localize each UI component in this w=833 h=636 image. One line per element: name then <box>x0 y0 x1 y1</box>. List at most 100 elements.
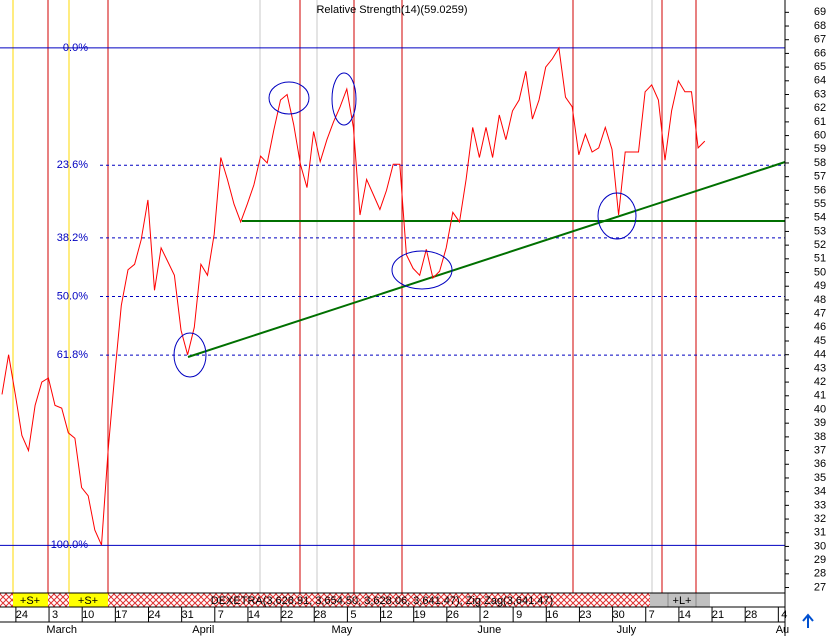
x-tick-label: 28 <box>314 609 326 621</box>
y-tick-label: 42 <box>814 376 826 388</box>
month-label: Au <box>776 624 789 636</box>
bar-label: DEXETRA(3,628.91, 3,654.50, 3,628.06, 3,… <box>211 595 553 607</box>
month-label: May <box>332 624 353 636</box>
month-label: March <box>46 624 77 636</box>
x-tick-label: 12 <box>380 609 392 621</box>
y-tick-label: 31 <box>814 527 826 539</box>
y-tick-label: 29 <box>814 554 826 566</box>
x-tick-label: 10 <box>82 609 94 621</box>
y-tick-label: 49 <box>814 280 826 292</box>
y-tick-label: 41 <box>814 390 826 402</box>
x-tick-label: 22 <box>281 609 293 621</box>
fib-label: 50.0% <box>57 290 88 302</box>
y-tick-label: 54 <box>814 212 826 224</box>
x-tick-label: 4 <box>781 609 787 621</box>
x-tick-label: 24 <box>148 609 160 621</box>
ellipse <box>173 332 207 378</box>
x-tick-label: 7 <box>218 609 224 621</box>
y-tick-label: 51 <box>814 253 826 265</box>
highlights <box>173 72 637 378</box>
y-tick-label: 62 <box>814 102 826 114</box>
y-tick-label: 68 <box>814 20 826 32</box>
y-tick-label: 34 <box>814 486 826 498</box>
y-tick-label: 43 <box>814 362 826 374</box>
y-tick-label: 40 <box>814 403 826 415</box>
plot <box>1 46 706 546</box>
y-tick-label: 36 <box>814 458 826 470</box>
signal-label: +S+ <box>78 595 98 607</box>
y-tick-label: 47 <box>814 308 826 320</box>
fib-label: 61.8% <box>57 349 88 361</box>
ellipse <box>597 192 637 240</box>
y-tick-label: 38 <box>814 431 826 443</box>
y-tick-label: 52 <box>814 239 826 251</box>
fib-levels: 0.0% 23.6% 38.2% 50.0% 61.8% 100.0% <box>0 42 785 551</box>
trend-lines <box>187 161 786 358</box>
x-tick-label: 5 <box>350 609 356 621</box>
y-tick-label: 33 <box>814 499 826 511</box>
month-label: July <box>617 624 637 636</box>
y-tick-label: 30 <box>814 540 826 552</box>
y-tick-label: 57 <box>814 171 826 183</box>
ellipse <box>391 250 453 290</box>
signal-box <box>69 593 108 607</box>
y-tick-label: 28 <box>814 568 826 580</box>
ellipse <box>268 81 310 115</box>
y-tick-label: 46 <box>814 321 826 333</box>
fib-label: 0.0% <box>63 42 88 54</box>
signal-label: +S+ <box>20 595 40 607</box>
x-tick-label: 30 <box>612 609 624 621</box>
y-tick-label: 32 <box>814 513 826 525</box>
y-tick-label: 69 <box>814 6 826 18</box>
x-tick-label: 16 <box>546 609 558 621</box>
fib-label: 38.2% <box>57 232 88 244</box>
x-tick-label: 24 <box>16 609 28 621</box>
x-tick-label: 2 <box>483 609 489 621</box>
y-tick-label: 61 <box>814 116 826 128</box>
fib-label: 100.0% <box>51 539 89 551</box>
signal-bar <box>0 593 650 607</box>
x-tick-label: 19 <box>414 609 426 621</box>
y-tick-label: 66 <box>814 47 826 59</box>
signal-box <box>13 593 48 607</box>
x-tick-label: 17 <box>115 609 127 621</box>
chart-title: Relative Strength(14)(59.0259) <box>316 4 467 16</box>
y-tick-label: 44 <box>814 349 826 361</box>
x-tick-label: 26 <box>447 609 459 621</box>
y-tick-label: 64 <box>814 75 826 87</box>
x-tick-label: 14 <box>679 609 691 621</box>
y-tick-label: 58 <box>814 157 826 169</box>
y-tick-label: 50 <box>814 266 826 278</box>
month-label: April <box>192 624 214 636</box>
x-tick-label: 3 <box>52 609 58 621</box>
y-tick-label: 37 <box>814 444 826 456</box>
x-tick-label: 28 <box>745 609 757 621</box>
y-tick-label: 39 <box>814 417 826 429</box>
month-label: June <box>477 624 501 636</box>
y-tick-label: 59 <box>814 143 826 155</box>
y-tick-label: 55 <box>814 198 826 210</box>
fib-label: 23.6% <box>57 159 88 171</box>
y-tick-label: 63 <box>814 88 826 100</box>
signal-label: +L+ <box>673 595 692 607</box>
x-tick-label: 31 <box>182 609 194 621</box>
y-tick-label: 60 <box>814 129 826 141</box>
y-tick-label: 65 <box>814 61 826 73</box>
y-tick-label: 27 <box>814 581 826 593</box>
y-tick-label: 45 <box>814 335 826 347</box>
x-tick-label: 7 <box>649 609 655 621</box>
y-tick-label: 56 <box>814 184 826 196</box>
trend-line <box>187 161 786 358</box>
x-tick-label: 14 <box>248 609 260 621</box>
ellipse <box>331 72 357 126</box>
y-tick-label: 53 <box>814 225 826 237</box>
y-tick-label: 35 <box>814 472 826 484</box>
x-tick-label: 9 <box>516 609 522 621</box>
y-tick-label: 67 <box>814 34 826 46</box>
y-tick-label: 48 <box>814 294 826 306</box>
data-line <box>1 46 706 546</box>
x-tick-label: 23 <box>579 609 591 621</box>
scroll-up-icon[interactable] <box>802 613 814 628</box>
